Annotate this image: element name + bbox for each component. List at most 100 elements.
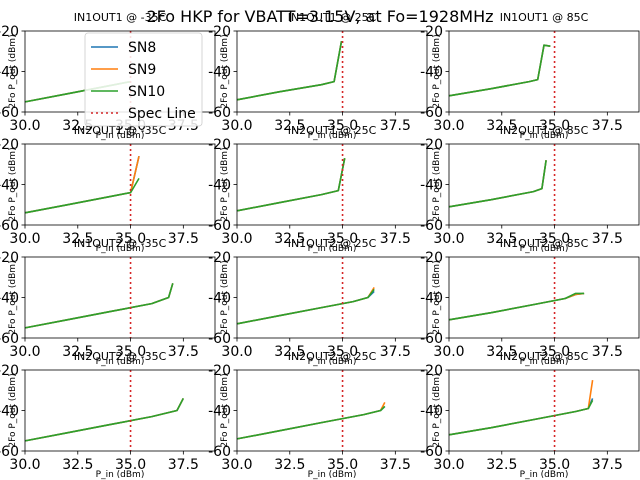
series-line-sn8 <box>448 44 551 97</box>
series-line-sn8 <box>24 283 174 329</box>
y-tick-label: -60 <box>420 444 443 460</box>
x-axis-label: P_in (dBm) <box>96 470 145 480</box>
panel-title: IN2OUT2 @ 25C <box>288 350 377 363</box>
y-tick-label: -20 <box>0 24 19 40</box>
y-tick-label: -40 <box>208 178 231 194</box>
x-tick-label: 32.5 <box>274 118 305 134</box>
x-axis-label: P_in (dBm) <box>520 244 569 254</box>
x-tick-label: 35.0 <box>327 118 358 134</box>
series-line-sn8 <box>24 156 140 214</box>
x-tick-label: 35.0 <box>327 231 358 247</box>
y-tick-label: -60 <box>0 218 19 234</box>
x-tick-label: 30.0 <box>433 457 464 473</box>
panel-title: IN2OUT2 @ 85C <box>500 350 589 363</box>
series-line-sn9 <box>24 398 185 442</box>
panel-title: IN1OUT1 @ 85C <box>500 11 589 24</box>
series-line-sn8 <box>236 290 375 325</box>
y-tick-label: -60 <box>420 331 443 347</box>
series-line-sn8 <box>448 398 594 436</box>
y-tick-label: -20 <box>0 363 19 379</box>
y-tick-label: -40 <box>420 404 443 420</box>
axes-frame <box>24 369 216 452</box>
x-tick-label: 30.0 <box>433 118 464 134</box>
x-axis-label: P_in (dBm) <box>520 470 569 480</box>
y-tick-label: -60 <box>208 105 231 121</box>
panel-title: IN1OUT2 @ 85C <box>500 237 589 250</box>
x-tick-label: 30.0 <box>9 231 40 247</box>
series-line-sn9 <box>24 283 174 329</box>
x-tick-label: 37.5 <box>168 344 199 360</box>
y-tick-label: -20 <box>208 24 231 40</box>
x-tick-label: 37.5 <box>380 457 411 473</box>
x-tick-label: 35.0 <box>115 457 146 473</box>
series-line-sn10 <box>24 177 140 214</box>
y-tick-label: -60 <box>208 331 231 347</box>
y-tick-label: -40 <box>208 291 231 307</box>
x-tick-label: 30.0 <box>9 118 40 134</box>
axes-frame <box>236 256 428 339</box>
y-tick-label: -20 <box>420 363 443 379</box>
y-axis-label: 2Fo P_out (dBm) <box>432 34 442 108</box>
series-line-sn10 <box>448 160 547 208</box>
x-tick-label: 37.5 <box>592 231 623 247</box>
y-tick-label: -20 <box>420 24 443 40</box>
y-tick-label: -40 <box>208 65 231 81</box>
series-line-sn9 <box>236 158 346 212</box>
series-line-sn8 <box>24 398 185 442</box>
series-line-sn8 <box>236 158 346 212</box>
x-axis-label: P_in (dBm) <box>96 244 145 254</box>
x-tick-label: 37.5 <box>380 344 411 360</box>
series-line-sn10 <box>236 40 343 101</box>
axes-frame <box>24 143 216 226</box>
x-tick-label: 32.5 <box>486 344 517 360</box>
x-axis-label: P_in (dBm) <box>520 131 569 141</box>
y-tick-label: -40 <box>0 404 19 420</box>
x-tick-label: 32.5 <box>274 231 305 247</box>
x-tick-label: 32.5 <box>62 231 93 247</box>
x-tick-label: 37.5 <box>380 118 411 134</box>
x-tick-label: 35.0 <box>539 231 570 247</box>
y-tick-label: -40 <box>420 178 443 194</box>
x-tick-label: 37.5 <box>168 231 199 247</box>
y-tick-label: -20 <box>0 137 19 153</box>
y-tick-label: -40 <box>0 178 19 194</box>
series-line-sn9 <box>448 379 594 436</box>
y-axis-label: 2Fo P_out (dBm) <box>220 373 230 447</box>
y-tick-label: -60 <box>208 218 231 234</box>
axes-frame <box>24 256 216 339</box>
y-axis-label: 2Fo P_out (dBm) <box>8 34 18 108</box>
figure-title: 2Fo HKP for VBATT=3.15V, at Fo=1928MHz <box>146 7 493 26</box>
legend-label: Spec Line <box>128 106 196 122</box>
series-line-sn9 <box>448 160 547 208</box>
x-axis-label: P_in (dBm) <box>308 244 357 254</box>
y-axis-label: 2Fo P_out (dBm) <box>432 147 442 221</box>
axes-frame <box>448 30 640 113</box>
x-tick-label: 37.5 <box>592 118 623 134</box>
x-tick-label: 32.5 <box>486 457 517 473</box>
y-tick-label: -60 <box>0 105 19 121</box>
y-axis-label: 2Fo P_out (dBm) <box>220 260 230 334</box>
y-tick-label: -60 <box>208 444 231 460</box>
series-line-sn10 <box>236 405 386 440</box>
x-tick-label: 35.0 <box>327 457 358 473</box>
panel-title: IN2OUT2 @ -35C <box>74 350 167 363</box>
legend-box <box>84 32 203 127</box>
series-line-sn9 <box>24 156 140 214</box>
y-tick-label: -60 <box>0 331 19 347</box>
legend-label: SN10 <box>128 84 165 100</box>
y-axis-label: 2Fo P_out (dBm) <box>432 373 442 447</box>
x-tick-label: 32.5 <box>62 344 93 360</box>
x-tick-label: 30.0 <box>433 231 464 247</box>
x-tick-label: 32.5 <box>274 344 305 360</box>
x-tick-label: 35.0 <box>115 231 146 247</box>
series-line-sn9 <box>236 402 386 440</box>
y-tick-label: -20 <box>208 250 231 266</box>
y-tick-label: -20 <box>208 363 231 379</box>
x-axis-label: P_in (dBm) <box>520 357 569 367</box>
